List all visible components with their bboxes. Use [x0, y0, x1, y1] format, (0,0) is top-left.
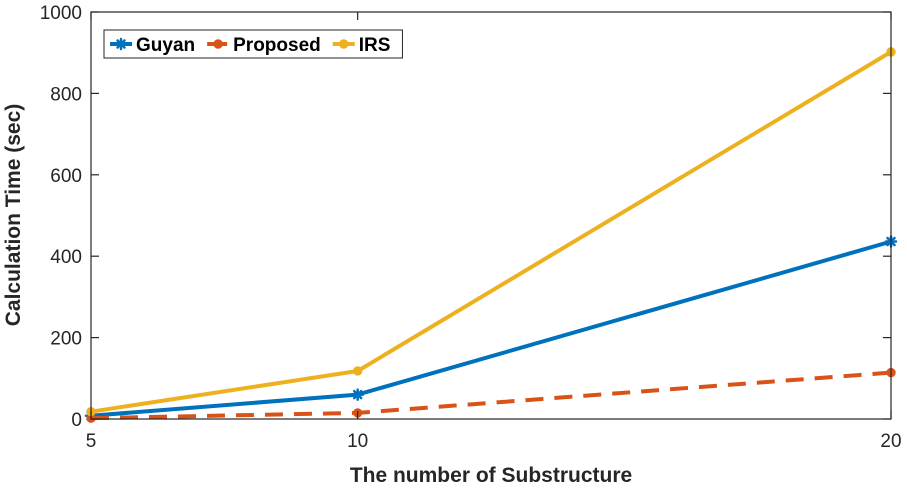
y-tick-label-3: 600	[50, 166, 82, 187]
plot-frame	[90, 11, 892, 420]
x-tick-label-0: 5	[86, 431, 97, 452]
x-tick-label-1: 10	[347, 431, 368, 452]
y-axis-ticks: 0 200 400 600 800 1000	[40, 3, 891, 431]
legend-marker-guyan	[114, 37, 128, 51]
y-tick-label-4: 800	[50, 84, 82, 105]
x-tick-label-2: 20	[880, 431, 901, 452]
x-axis-ticks: 5 10 20	[86, 12, 902, 452]
legend-label-proposed: Proposed	[233, 35, 321, 56]
legend-label-guyan: Guyan	[136, 35, 195, 56]
data-point-irs-1	[352, 366, 363, 376]
data-point-guyan-1	[351, 388, 364, 401]
y-tick-label-0: 0	[71, 410, 82, 431]
legend-label-irs: IRS	[359, 35, 391, 56]
y-tick-label-1: 200	[50, 329, 82, 350]
y-tick-label-2: 400	[50, 247, 82, 268]
legend-marker-irs	[339, 39, 349, 49]
y-axis-label: Calculation Time (sec)	[2, 104, 25, 327]
y-tick-label-5: 1000	[40, 3, 82, 24]
legend: Guyan Proposed IRS	[103, 29, 403, 59]
plot-area	[91, 12, 891, 419]
x-axis-label: The number of Substructure	[350, 464, 632, 487]
legend-marker-proposed	[213, 39, 223, 49]
